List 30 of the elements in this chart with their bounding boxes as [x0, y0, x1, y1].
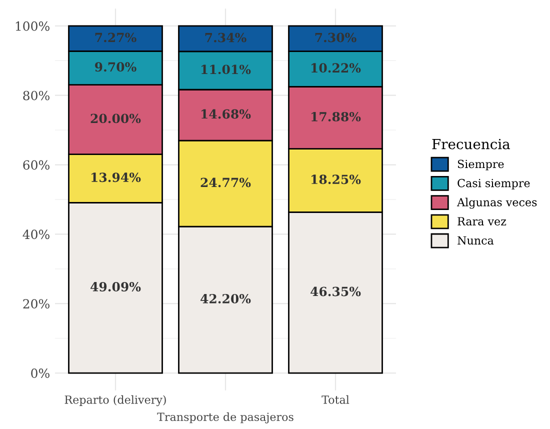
y-tick-label: 40%: [22, 230, 50, 240]
data-label: 42.20%: [200, 294, 251, 304]
data-label: 24.77%: [200, 178, 251, 188]
data-label: 17.88%: [312, 112, 361, 122]
data-label: 7.27%: [95, 32, 136, 42]
data-label: 18.25%: [312, 174, 361, 184]
data-label: 13.94%: [92, 172, 141, 182]
y-tick-label: 0%: [31, 368, 50, 378]
data-label: 11.01%: [202, 64, 251, 74]
data-label: 46.35%: [310, 286, 361, 296]
y-tick-label: 20%: [23, 299, 50, 309]
x-tick-label: Reparto (delivery): [64, 395, 166, 406]
legend-label: Algunas veces: [456, 198, 537, 209]
legend-label: Rara vez: [458, 217, 506, 226]
data-label: 20.00%: [90, 114, 141, 124]
x-tick-label: Total: [322, 395, 350, 404]
data-label: 14.68%: [202, 109, 251, 119]
data-label: 10.22%: [312, 63, 361, 73]
legend-title: Frecuencia: [432, 138, 510, 150]
y-tick-label: 60%: [23, 160, 50, 170]
data-label: 9.70%: [95, 62, 136, 72]
data-label: 7.34%: [205, 32, 246, 42]
data-label: 49.09%: [90, 282, 141, 292]
y-tick-label: 100%: [16, 21, 50, 31]
legend-label: Nunca: [458, 236, 494, 245]
y-tick-label: 80%: [23, 90, 50, 100]
data-label: 7.30%: [315, 32, 356, 42]
legend-label: Siempre: [458, 160, 504, 170]
x-tick-label: Transporte de pasajeros: [157, 412, 294, 424]
legend-label: Casi siempre: [458, 178, 530, 190]
